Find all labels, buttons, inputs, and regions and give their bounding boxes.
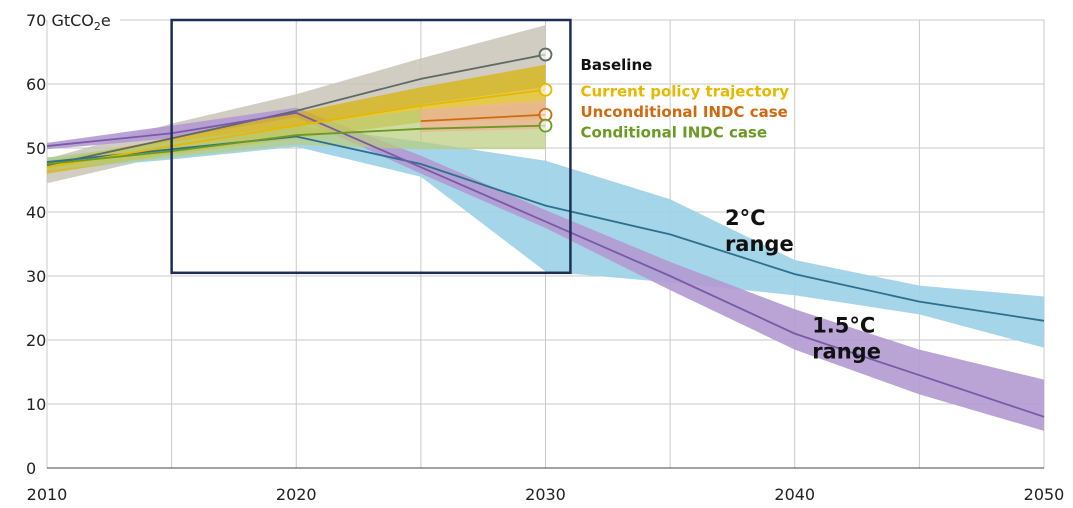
y-tick-label: 60 [26,75,46,94]
marker-conditional [538,118,553,133]
y-tick-label: 40 [26,203,46,222]
legend-labels: Baseline Current policy trajectory Uncondi… [581,56,790,142]
y-axis-unit-label: 70 GtCO2e [26,11,111,33]
range-label-one_five_degree: 1.5°C range [812,313,881,363]
legend-baseline: Baseline [581,56,653,74]
legend-current_policy: Current policy trajectory [581,83,790,101]
marker-baseline [538,47,553,62]
line-unconditional [420,113,546,123]
y-tick-labels: 0 10 20 30 40 50 60 [26,75,46,478]
y-tick-label: 50 [26,139,46,158]
band-unconditional [420,100,546,132]
range-label-line: range [725,232,794,256]
line-baseline [46,53,546,167]
marker-current_policy [538,82,553,97]
y-tick-label: 10 [26,395,46,414]
series-lines [46,53,1045,418]
legend-unconditional: Unconditional INDC case [581,103,788,121]
band-one_five_degree [47,107,1044,431]
line-one_five_degree [46,111,1045,418]
y-tick-label: 20 [26,331,46,350]
x-tick-label: 2030 [525,485,566,504]
y-tick-label: 0 [26,459,36,478]
end-markers [538,47,553,133]
x-tick-label: 2020 [276,485,317,504]
x-tick-label: 2040 [774,485,815,504]
x-tick-labels: 2010 2020 2030 2040 2050 [27,485,1065,504]
x-tick-label: 2050 [1024,485,1065,504]
unit-subscript: 2 [94,20,101,33]
band-two_degree [47,125,1044,348]
range-label-line: range [812,339,881,363]
line-conditional [46,124,546,165]
range-label-line: 2°C [725,206,766,230]
y-tick-label: 30 [26,267,46,286]
highlight-box [170,18,572,275]
legend-conditional: Conditional INDC case [581,124,768,142]
range-label-two_degree: 2°C range [725,206,794,256]
x-tick-label: 2010 [27,485,68,504]
unit-suffix: e [101,11,111,30]
unit-prefix: 70 GtCO [26,11,94,30]
range-label-line: 1.5°C [812,313,875,337]
line-current_policy [46,88,546,169]
